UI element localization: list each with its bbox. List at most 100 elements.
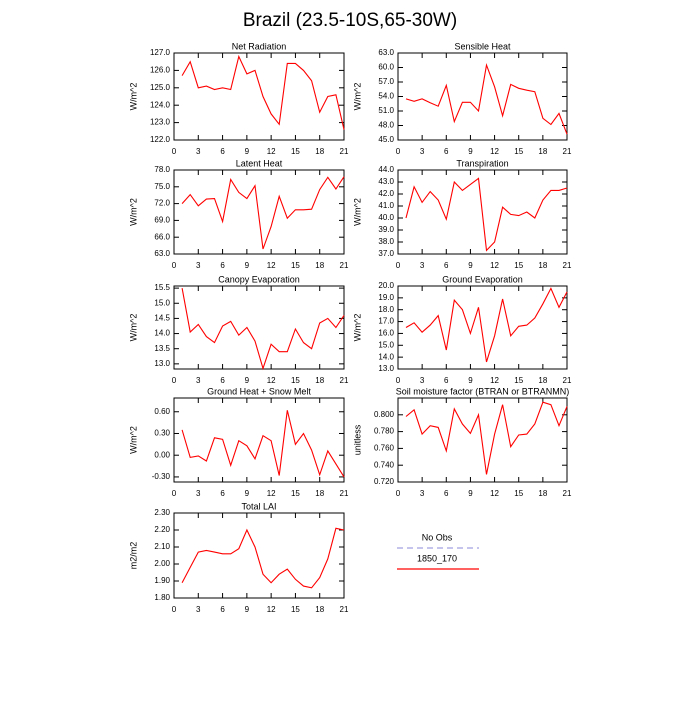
x-tick-label: 6	[220, 147, 225, 156]
y-tick-label: 2.00	[154, 559, 170, 568]
y-tick-label: 13.0	[378, 364, 394, 373]
x-tick-label: 15	[514, 147, 523, 156]
x-tick-label: 6	[444, 376, 449, 385]
data-line	[181, 288, 345, 371]
y-tick-label: 69.0	[154, 216, 170, 225]
y-tick-label: 57.0	[378, 77, 394, 86]
figure-title: Brazil (23.5-10S,65-30W)	[243, 10, 457, 31]
x-tick-label: 12	[490, 147, 499, 156]
x-tick-label: 6	[444, 489, 449, 498]
x-tick-label: 3	[196, 376, 201, 385]
y-tick-label: 123.0	[150, 118, 171, 127]
x-tick-label: 15	[514, 261, 523, 270]
y-tick-label: 45.0	[378, 135, 394, 144]
panel-title: Ground Evaporation	[442, 274, 523, 284]
x-tick-label: 18	[315, 489, 324, 498]
y-tick-label: 51.0	[378, 106, 394, 115]
panel-title: Latent Heat	[236, 158, 283, 168]
panel-title: Transpiration	[456, 158, 508, 168]
x-tick-label: 12	[267, 605, 276, 614]
data-line	[181, 527, 345, 589]
y-tick-label: 43.0	[378, 177, 394, 186]
y-tick-label: 0.780	[374, 427, 395, 436]
data-line	[405, 63, 568, 135]
y-tick-label: 127.0	[150, 48, 171, 57]
x-tick-label: 18	[538, 147, 547, 156]
y-tick-label: 0.720	[374, 477, 395, 486]
x-tick-label: 3	[420, 376, 425, 385]
y-tick-label: 2.10	[154, 542, 170, 551]
y-tick-label: 1.90	[154, 576, 170, 585]
y-tick-label: 75.0	[154, 182, 170, 191]
y-tick-label: 60.0	[378, 63, 394, 72]
y-tick-label: 13.5	[154, 344, 170, 353]
x-tick-label: 21	[340, 489, 349, 498]
panel-title: Total LAI	[241, 501, 276, 511]
y-tick-label: 19.0	[378, 293, 394, 302]
y-axis-label: m2/m2	[128, 542, 138, 570]
x-tick-label: 12	[267, 376, 276, 385]
y-tick-label: 0.60	[154, 407, 170, 416]
y-tick-label: 14.5	[154, 314, 170, 323]
data-line	[181, 410, 345, 478]
x-tick-label: 18	[315, 147, 324, 156]
x-tick-label: 12	[490, 489, 499, 498]
x-tick-label: 6	[220, 376, 225, 385]
y-tick-label: 41.0	[378, 201, 394, 210]
x-tick-label: 0	[172, 605, 177, 614]
y-tick-label: 17.0	[378, 317, 394, 326]
x-tick-label: 9	[245, 261, 250, 270]
y-tick-label: 2.30	[154, 508, 170, 517]
x-tick-label: 18	[538, 489, 547, 498]
x-tick-label: 21	[563, 147, 572, 156]
y-tick-label: 72.0	[154, 199, 170, 208]
x-tick-label: 21	[340, 261, 349, 270]
y-tick-label: 15.0	[378, 340, 394, 349]
x-tick-label: 21	[340, 376, 349, 385]
y-tick-label: 20.0	[378, 281, 394, 290]
x-tick-label: 21	[563, 261, 572, 270]
plot-frame	[397, 52, 568, 141]
y-tick-label: 16.0	[378, 329, 394, 338]
plot-frame	[173, 52, 345, 141]
y-tick-label: 124.0	[150, 100, 171, 109]
panel-title: Sensible Heat	[454, 41, 511, 51]
y-axis-label: W/m^2	[128, 83, 138, 111]
y-axis-label: W/m^2	[128, 314, 138, 342]
y-tick-label: 44.0	[378, 165, 394, 174]
y-axis-label: W/m^2	[352, 83, 362, 111]
data-line	[405, 177, 568, 252]
x-tick-label: 12	[267, 147, 276, 156]
x-tick-label: 18	[315, 605, 324, 614]
y-tick-label: 78.0	[154, 165, 170, 174]
plot-frame	[173, 512, 345, 599]
y-tick-label: 14.0	[378, 352, 394, 361]
x-tick-label: 12	[267, 261, 276, 270]
y-tick-label: 48.0	[378, 121, 394, 130]
data-line	[405, 287, 568, 363]
x-tick-label: 0	[396, 147, 401, 156]
y-tick-label: 42.0	[378, 189, 394, 198]
x-tick-label: 15	[291, 376, 300, 385]
x-tick-label: 18	[538, 261, 547, 270]
x-tick-label: 15	[514, 489, 523, 498]
data-line	[181, 176, 345, 250]
x-tick-label: 21	[563, 376, 572, 385]
x-tick-label: 9	[245, 605, 250, 614]
y-tick-label: 54.0	[378, 92, 394, 101]
y-tick-label: 1.80	[154, 593, 170, 602]
x-tick-label: 0	[172, 147, 177, 156]
y-tick-label: 0.00	[154, 450, 170, 459]
x-tick-label: 9	[245, 376, 250, 385]
x-tick-label: 9	[468, 147, 473, 156]
legend-label: 1850_170	[417, 553, 457, 563]
x-tick-label: 9	[245, 489, 250, 498]
y-tick-label: 0.740	[374, 460, 395, 469]
x-tick-label: 3	[420, 147, 425, 156]
y-axis-label: W/m^2	[128, 426, 138, 454]
x-tick-label: 18	[538, 376, 547, 385]
y-tick-label: 0.800	[374, 410, 395, 419]
x-tick-label: 9	[468, 489, 473, 498]
x-tick-label: 0	[396, 376, 401, 385]
